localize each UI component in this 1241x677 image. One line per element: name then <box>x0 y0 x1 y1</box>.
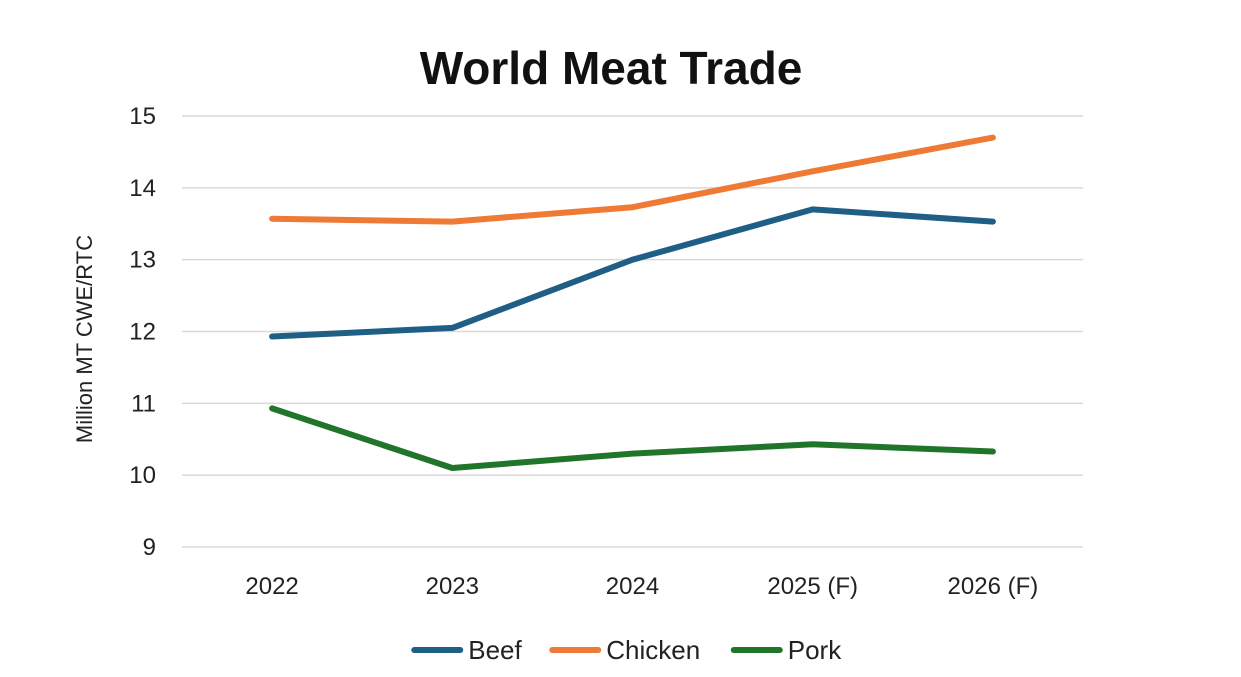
y-tick-label: 10 <box>129 462 156 489</box>
legend-label-pork: Pork <box>788 635 842 665</box>
y-tick-label: 12 <box>129 319 156 346</box>
chart-title: World Meat Trade <box>420 42 803 94</box>
y-tick-label: 15 <box>129 103 156 130</box>
y-tick-label: 14 <box>129 175 156 202</box>
legend-label-beef: Beef <box>468 635 522 665</box>
x-tick-labels: 2022 2023 2024 2025 (F) 2026 (F) <box>245 573 1038 600</box>
series-line-beef <box>269 206 996 340</box>
series-line-pork <box>269 405 996 471</box>
legend: Beef Chicken Pork <box>411 635 842 665</box>
x-tick-label: 2026 (F) <box>948 573 1039 600</box>
x-tick-label: 2024 <box>606 573 659 600</box>
series-lines <box>269 134 996 471</box>
y-tick-label: 11 <box>131 390 156 417</box>
y-tick-label: 13 <box>129 247 156 274</box>
x-tick-label: 2025 (F) <box>767 573 858 600</box>
series-line-chicken <box>269 134 996 225</box>
y-tick-label: 9 <box>143 534 156 561</box>
x-tick-label: 2023 <box>426 573 479 600</box>
y-axis-title: Million MT CWE/RTC <box>72 235 97 443</box>
legend-label-chicken: Chicken <box>606 635 700 665</box>
y-tick-labels: 9 10 11 12 13 14 15 <box>129 103 156 561</box>
x-tick-label: 2022 <box>245 573 298 600</box>
